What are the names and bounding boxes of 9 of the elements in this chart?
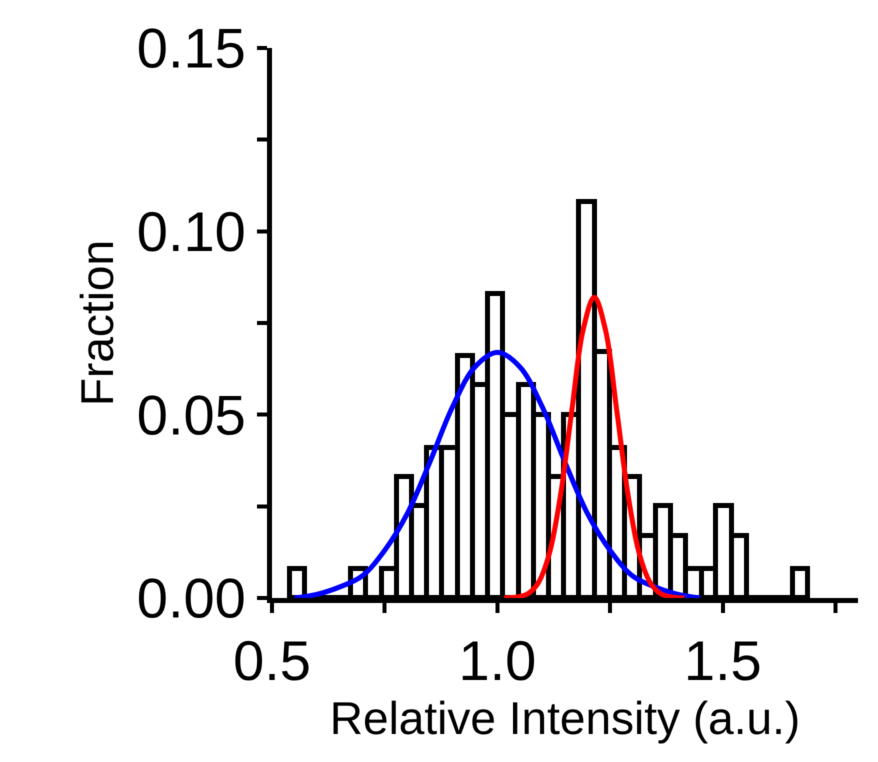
y-tick-label: 0.15 — [136, 16, 246, 80]
x-tick-label: 1.0 — [458, 629, 536, 692]
x-tick-label: 0.5 — [233, 629, 311, 692]
y-tick-label: 0.05 — [136, 383, 246, 446]
y-tick-label: 0.00 — [136, 566, 246, 630]
y-tick-label: 0.10 — [136, 200, 246, 263]
x-axis-title: Relative Intensity (a.u.) — [330, 692, 800, 744]
y-axis-title: Fraction — [71, 240, 124, 406]
x-tick-label: 1.5 — [684, 629, 762, 692]
